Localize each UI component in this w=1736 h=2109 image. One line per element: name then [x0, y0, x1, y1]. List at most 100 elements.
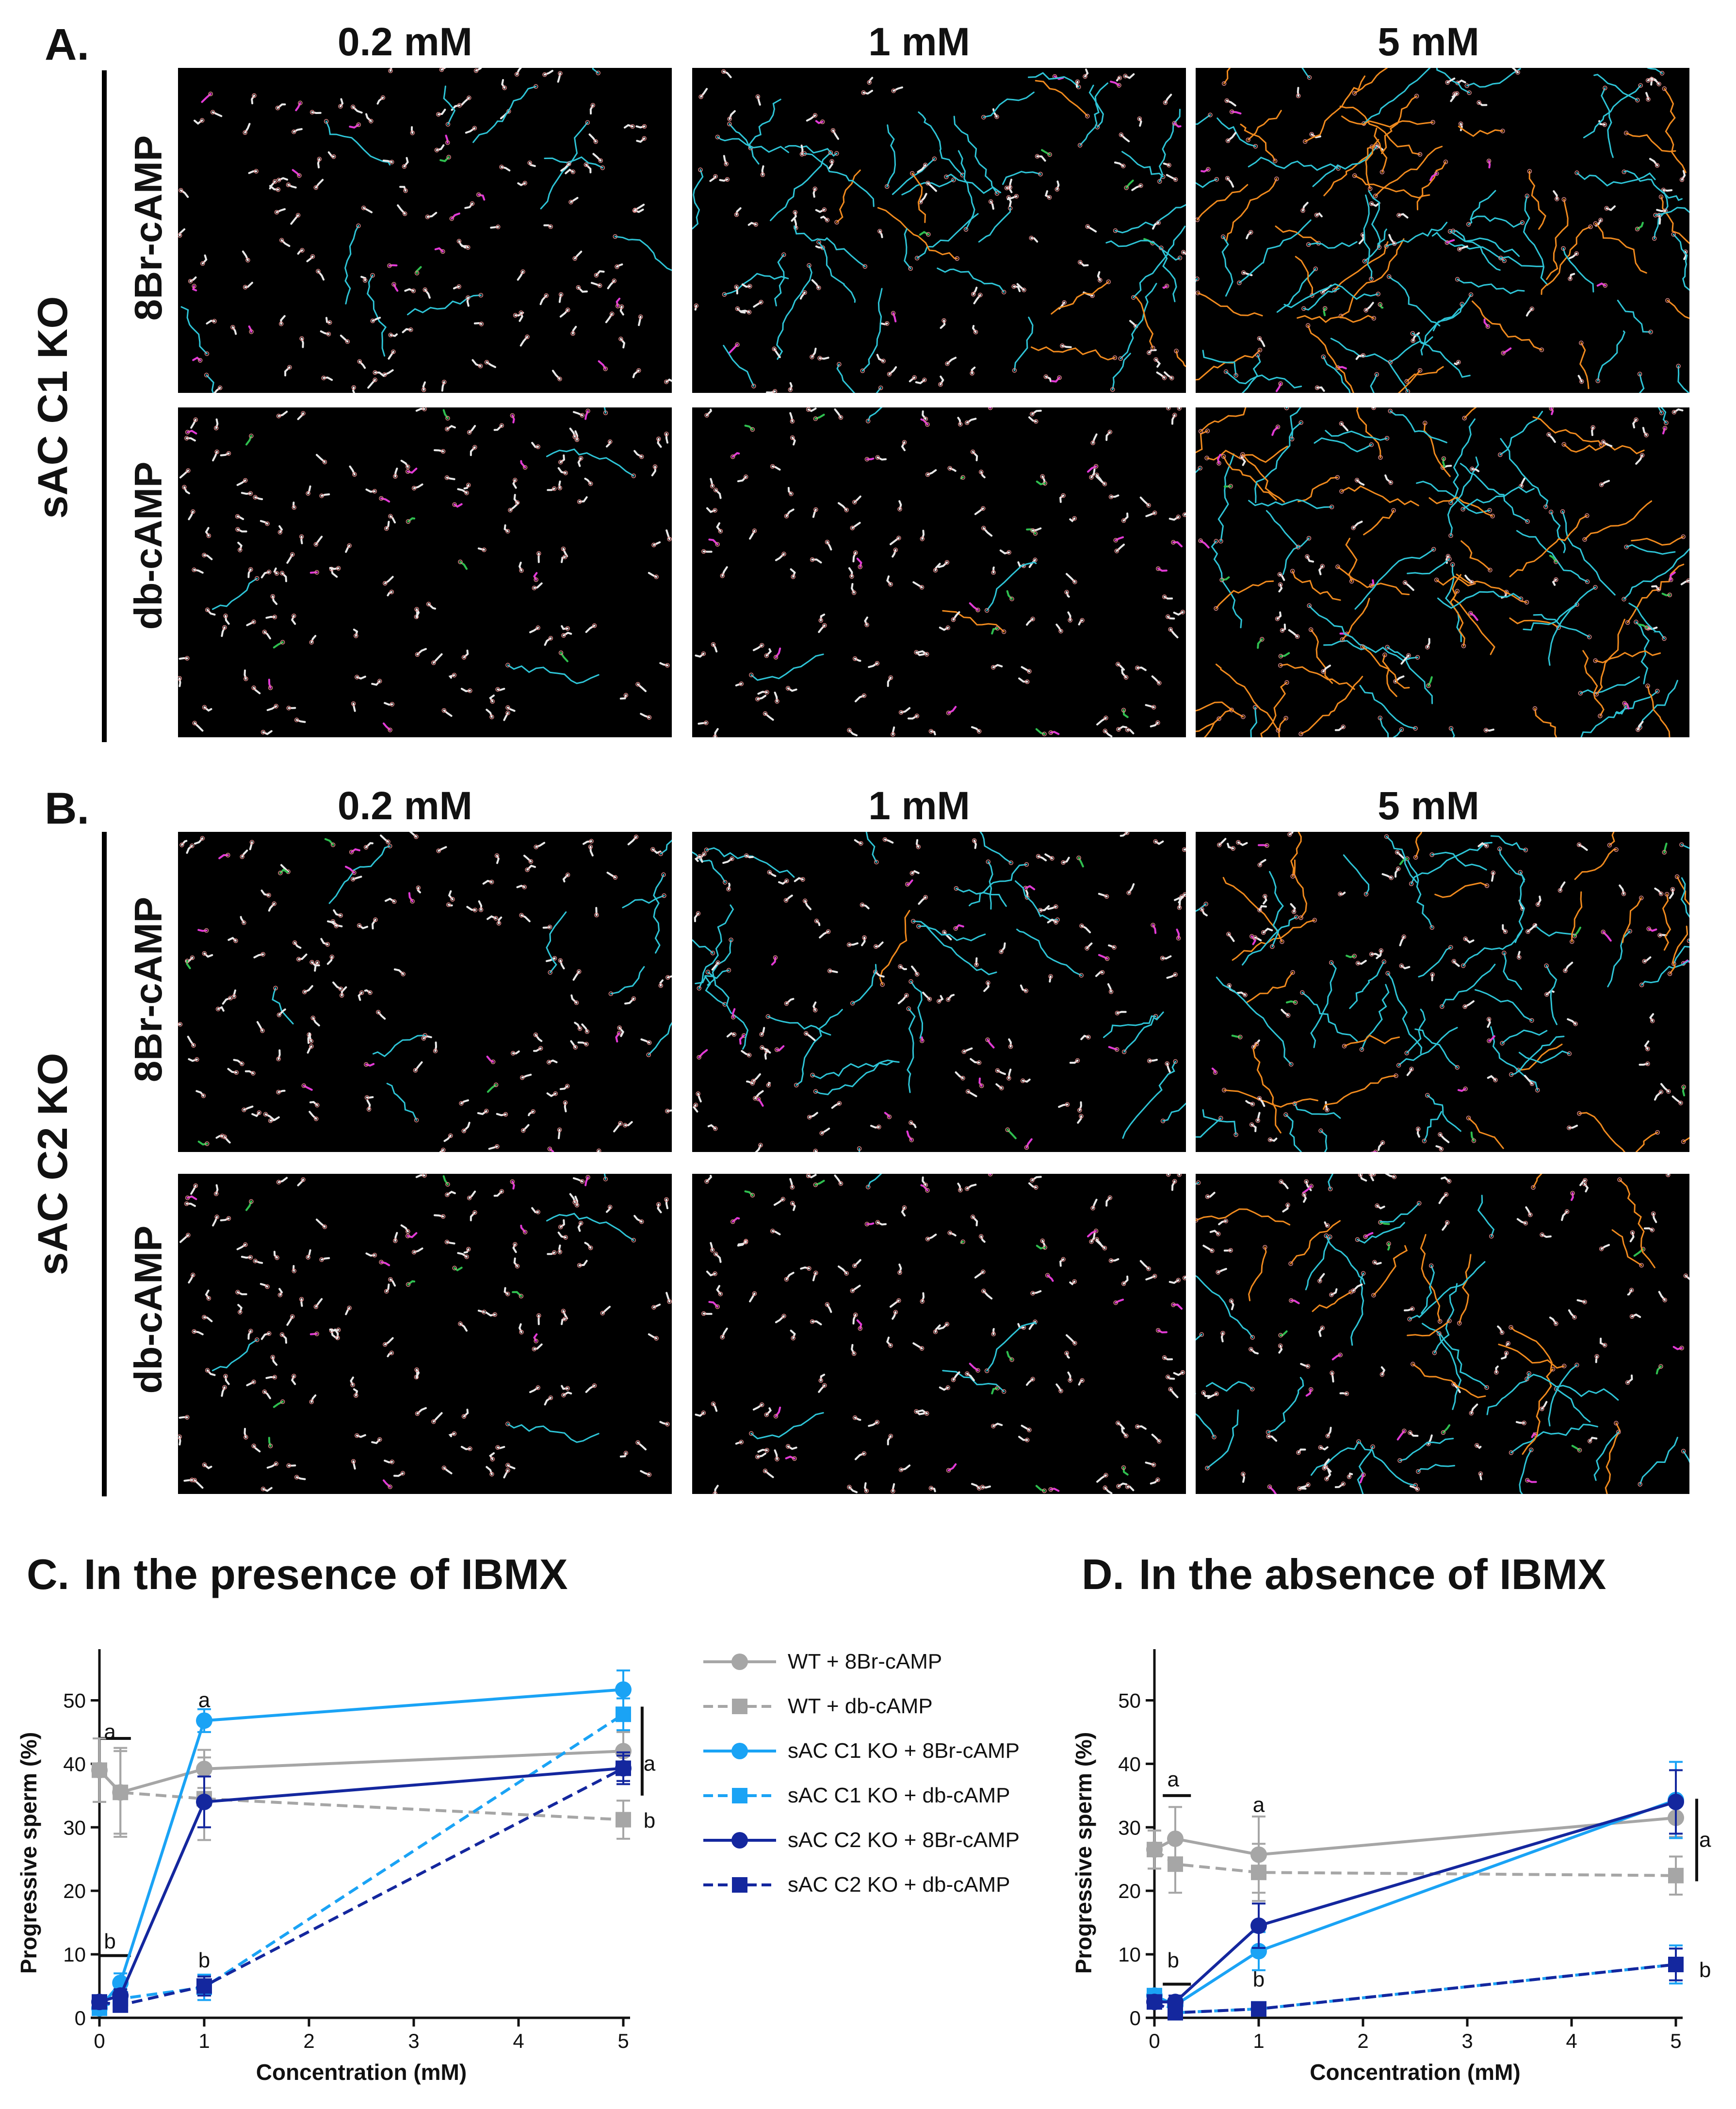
- sperm-track: [1499, 848, 1525, 883]
- sperm-track: [876, 456, 887, 461]
- sperm-head: [612, 278, 617, 283]
- sperm-head: [986, 859, 991, 864]
- sperm-track: [1574, 926, 1581, 937]
- sperm-head: [1637, 372, 1642, 376]
- sperm-track: [1412, 332, 1420, 342]
- sperm-track: [774, 691, 778, 702]
- sperm-track: [1310, 629, 1333, 684]
- sperm-head: [1415, 1487, 1420, 1492]
- sperm-track: [1370, 202, 1380, 207]
- sperm-head: [347, 543, 352, 548]
- sperm-track: [236, 479, 246, 486]
- sperm-track: [1409, 1261, 1486, 1320]
- sperm-head: [245, 258, 250, 263]
- sperm-track: [1330, 1288, 1338, 1296]
- sperm-head: [1582, 1299, 1587, 1304]
- sperm-track: [353, 1388, 358, 1396]
- sperm-head: [1488, 568, 1493, 572]
- sperm-head: [813, 1182, 818, 1187]
- sperm-head: [1662, 636, 1667, 641]
- sperm-track: [1286, 1000, 1297, 1004]
- sperm-head: [466, 1247, 471, 1252]
- sperm-track: [557, 467, 567, 474]
- sperm-head: [1621, 891, 1626, 896]
- sperm-head: [1540, 1406, 1544, 1411]
- sperm-track: [217, 1006, 225, 1012]
- sperm-track: [1628, 602, 1665, 639]
- sperm-head: [755, 94, 761, 99]
- sperm-track: [1175, 350, 1186, 368]
- sperm-track: [911, 172, 926, 223]
- sperm-head: [758, 1143, 763, 1148]
- sperm-head: [205, 1368, 210, 1373]
- sperm-head: [355, 675, 359, 680]
- sperm-track: [633, 1215, 643, 1223]
- sperm-track: [244, 281, 253, 288]
- sperm-head: [1223, 1218, 1229, 1224]
- sperm-track: [1409, 1431, 1419, 1437]
- sperm-track: [544, 637, 552, 646]
- sperm-track: [188, 510, 194, 520]
- sperm-track: [315, 178, 324, 189]
- sperm-head: [1108, 1258, 1114, 1263]
- sperm-track: [266, 705, 277, 711]
- sperm-head: [726, 887, 731, 892]
- sperm-track: [899, 965, 907, 971]
- sperm-track: [497, 1446, 505, 1449]
- sperm-track: [728, 882, 731, 890]
- sperm-track: [443, 1467, 453, 1475]
- sperm-head: [1296, 93, 1301, 98]
- sperm-head: [252, 93, 257, 98]
- sperm-head: [1469, 1411, 1474, 1416]
- sperm-head: [922, 377, 927, 383]
- sperm-track: [744, 424, 754, 431]
- sperm-head: [490, 1457, 495, 1461]
- sperm-track: [409, 832, 417, 838]
- sperm-track: [1249, 1348, 1259, 1355]
- sperm-track: [1420, 303, 1463, 356]
- sperm-head: [565, 1386, 570, 1391]
- sperm-head: [1182, 847, 1186, 852]
- sperm-track: [1388, 234, 1395, 245]
- sperm-track: [836, 169, 861, 223]
- sperm-head: [226, 1216, 231, 1221]
- sperm-track: [818, 1384, 826, 1393]
- sperm-head: [547, 925, 552, 929]
- sperm-head: [316, 269, 321, 274]
- sperm-track: [253, 1445, 261, 1453]
- sperm-track: [1117, 663, 1125, 671]
- sperm-track: [227, 937, 237, 942]
- sperm-head: [1274, 176, 1279, 181]
- sperm-track: [619, 1452, 627, 1458]
- sperm-track: [744, 1190, 754, 1196]
- sperm-track: [585, 1384, 596, 1393]
- sperm-track: [791, 437, 796, 446]
- sperm-track: [949, 467, 957, 472]
- sperm-track: [179, 189, 189, 198]
- sperm-track: [1343, 854, 1370, 895]
- micrograph-tracks: [695, 407, 1186, 737]
- sperm-head: [1135, 665, 1140, 670]
- sperm-track: [922, 991, 931, 1000]
- sperm-head: [1034, 419, 1038, 424]
- sperm-head: [1306, 1482, 1311, 1487]
- sperm-head: [850, 525, 855, 531]
- sperm-head: [1007, 185, 1013, 190]
- sperm-track: [190, 1184, 197, 1195]
- sperm-track: [561, 556, 566, 563]
- sperm-head: [704, 1179, 709, 1184]
- sperm-head: [1467, 90, 1472, 95]
- sperm-head: [1265, 843, 1269, 848]
- sperm-track: [489, 694, 495, 702]
- sperm-head: [185, 656, 190, 661]
- sperm-head: [1155, 1328, 1161, 1333]
- sperm-head: [1578, 691, 1583, 696]
- sperm-head: [192, 568, 196, 572]
- micrograph-tracks: [1196, 407, 1689, 737]
- sperm-head: [1304, 1179, 1309, 1184]
- sperm-head: [1614, 1421, 1619, 1426]
- sperm-head: [1369, 442, 1374, 447]
- sperm-track: [659, 1421, 668, 1426]
- sperm-track: [486, 361, 496, 368]
